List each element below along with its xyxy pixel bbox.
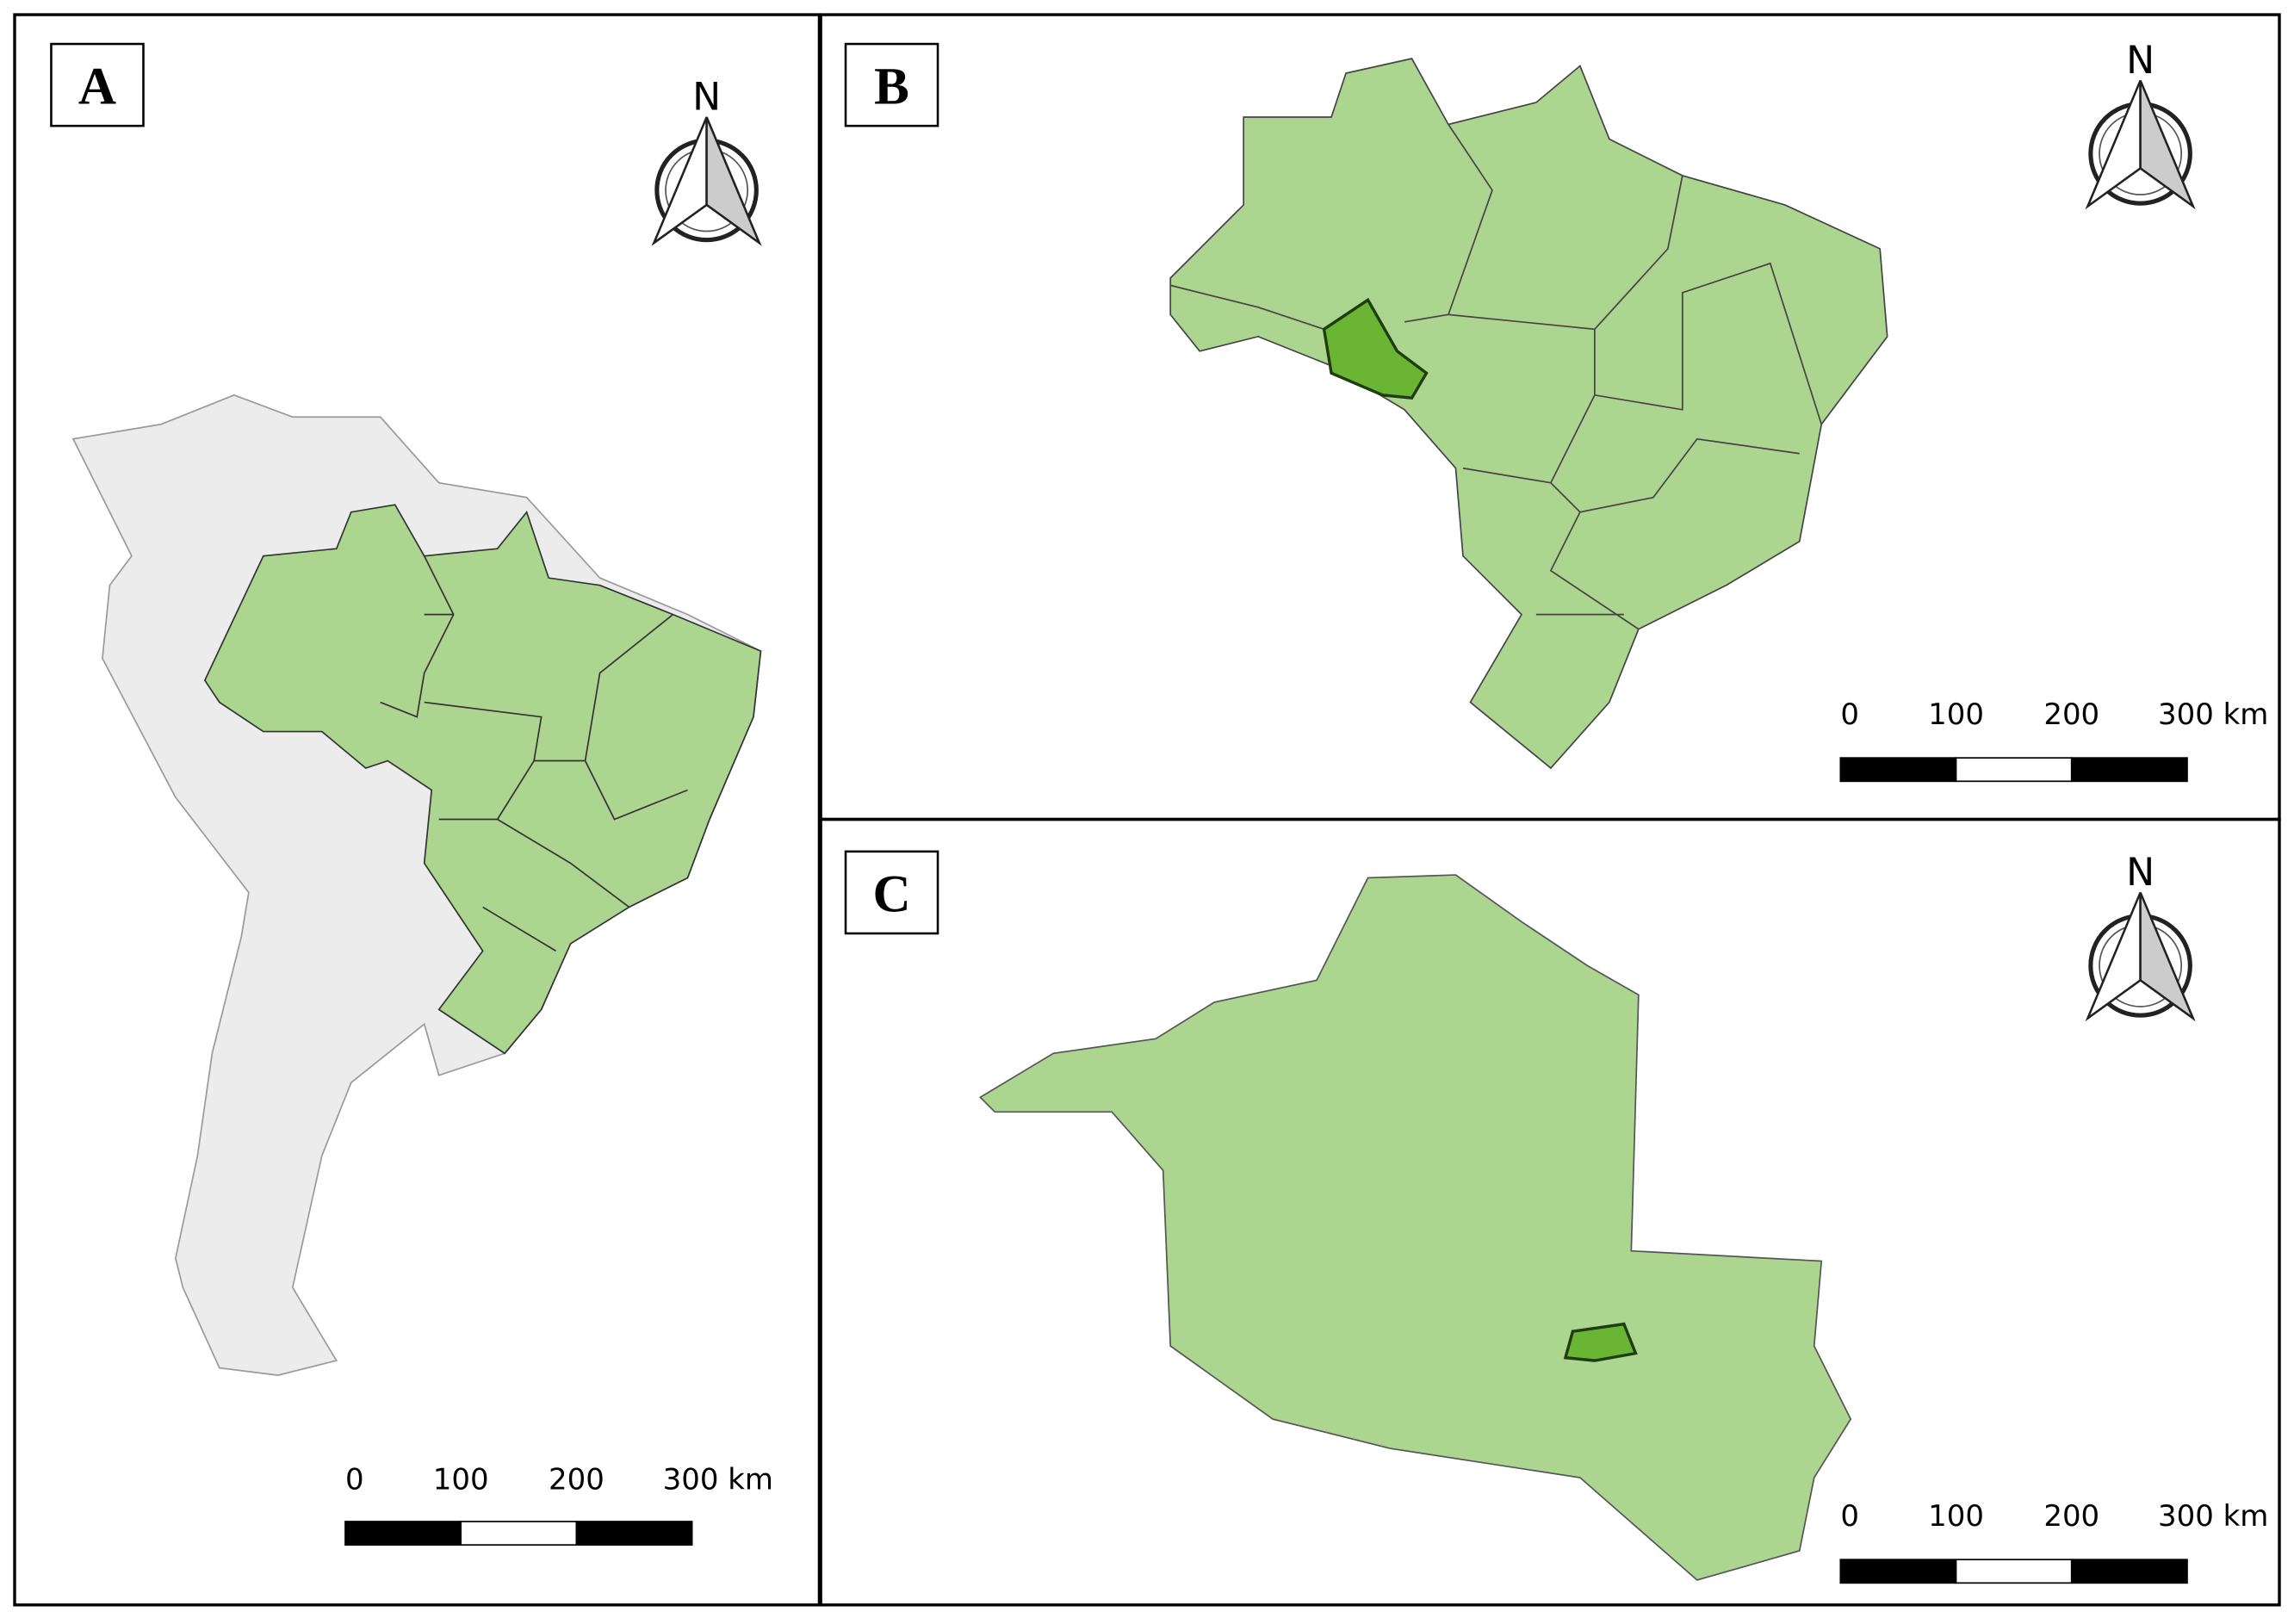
- rondonia: [1322, 297, 1429, 400]
- state-borders: [424, 613, 688, 952]
- scale-label: 100: [433, 1463, 489, 1497]
- scale-label: 100: [1928, 697, 1984, 732]
- state-borders: [380, 555, 455, 718]
- north-arrow: [2139, 80, 2196, 210]
- municipality: [1563, 1322, 1638, 1362]
- scale-bar-segment: [2070, 1559, 2188, 1584]
- scale-label: 100: [1928, 1499, 1984, 1534]
- scale-label: 200: [2043, 697, 2099, 732]
- north-label: N: [2126, 851, 2154, 895]
- north-label: N: [2126, 39, 2154, 83]
- north-arrow: [705, 116, 762, 246]
- scale-label: 200: [2043, 1499, 2099, 1534]
- scale-label: 300 km: [2158, 1499, 2268, 1534]
- panel-label: A: [78, 58, 116, 116]
- panel-label-box: [844, 42, 939, 127]
- brazil: [1169, 58, 1888, 770]
- scale-label: 300 km: [663, 1463, 773, 1497]
- scale-label: 0: [345, 1463, 364, 1497]
- scale-bar-segment: [575, 1521, 693, 1547]
- panel-label: B: [874, 58, 909, 116]
- scale-label: 0: [1840, 697, 1859, 732]
- scale-label: 200: [549, 1463, 604, 1497]
- brazil: [203, 504, 762, 1055]
- scale-bar-segment: [2070, 757, 2188, 783]
- rondonia: [978, 874, 1852, 1581]
- scale-label: 0: [1840, 1499, 1859, 1534]
- panel-label-box: [50, 42, 145, 127]
- state-borders: [1169, 124, 1823, 630]
- scale-bar-segment: [1839, 1559, 1957, 1584]
- north-label: N: [692, 75, 721, 119]
- scale-bar-segment: [1839, 757, 1957, 783]
- panel-frame: [819, 817, 2281, 1607]
- scale-bar-segment: [460, 1521, 578, 1547]
- panel-label: C: [872, 865, 910, 924]
- scale-label: 300 km: [2158, 697, 2268, 732]
- scale-bar-segment: [1955, 757, 2073, 783]
- panel-label-box: [844, 850, 939, 935]
- north-arrow: [2139, 891, 2196, 1022]
- scale-bar-segment: [1955, 1559, 2073, 1584]
- scale-bar-segment: [344, 1521, 462, 1547]
